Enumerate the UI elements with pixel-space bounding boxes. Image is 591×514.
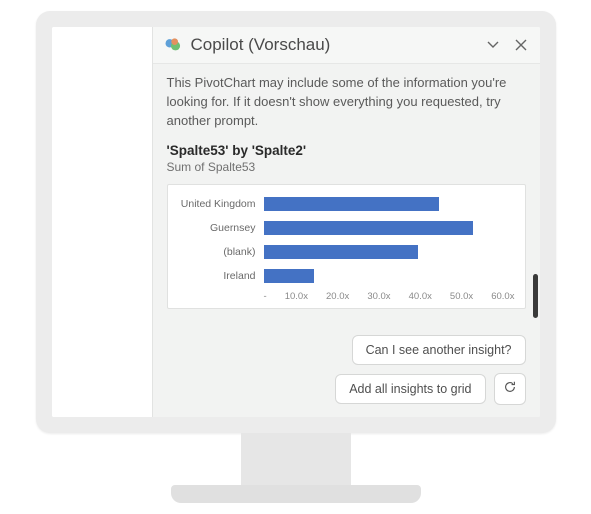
bar-label: Ireland [178, 270, 264, 282]
axis-tick: 30.0x [367, 291, 390, 302]
refresh-button[interactable] [494, 373, 526, 405]
copilot-logo-icon [163, 35, 183, 55]
bar-label: Guernsey [178, 222, 264, 234]
monitor-stand-base [171, 485, 421, 503]
axis-tick: - [264, 291, 267, 302]
bar [264, 197, 440, 211]
screen-bezel: Copilot (Vorschau) This PivotChart may i… [36, 11, 556, 433]
monitor-stand-neck [241, 433, 351, 485]
assistant-message: This PivotChart may include some of the … [167, 74, 526, 131]
chart-row: (blank) [178, 243, 515, 261]
axis-tick: 40.0x [409, 291, 432, 302]
bar-track [264, 269, 515, 283]
axis-tick: 50.0x [450, 291, 473, 302]
axis-ticks: - 10.0x 20.0x 30.0x 40.0x 50.0x 60.0x [264, 291, 515, 302]
chart-axis: - 10.0x 20.0x 30.0x 40.0x 50.0x 60.0x [178, 291, 515, 302]
header-controls [486, 38, 528, 52]
axis-tick: 20.0x [326, 291, 349, 302]
chart-row: Ireland [178, 267, 515, 285]
collapse-icon[interactable] [486, 38, 500, 52]
copilot-panel: Copilot (Vorschau) This PivotChart may i… [152, 27, 540, 417]
chart-title: 'Spalte53' by 'Spalte2' [167, 143, 526, 158]
axis-origin [178, 291, 264, 302]
bar-label: (blank) [178, 246, 264, 258]
panel-body: This PivotChart may include some of the … [153, 64, 540, 327]
close-icon[interactable] [514, 38, 528, 52]
chart-bars: United Kingdom Guernsey (blank) Ireland [178, 195, 515, 285]
bar [264, 221, 473, 235]
chart-row: United Kingdom [178, 195, 515, 213]
refresh-icon [503, 380, 517, 399]
axis-tick: 10.0x [285, 291, 308, 302]
scrollbar-thumb[interactable] [533, 274, 538, 318]
bar-label: United Kingdom [178, 198, 264, 210]
suggestion-pill-add-to-grid[interactable]: Add all insights to grid [335, 374, 485, 404]
chart-subtitle: Sum of Spalte53 [167, 160, 526, 174]
suggestion-pill-another-insight[interactable]: Can I see another insight? [352, 335, 526, 365]
bar-track [264, 197, 515, 211]
bar-track [264, 245, 515, 259]
bar [264, 245, 419, 259]
suggestion-area: Can I see another insight? Add all insig… [153, 327, 540, 417]
axis-tick: 60.0x [491, 291, 514, 302]
pivot-chart: United Kingdom Guernsey (blank) Ireland - 10… [167, 184, 526, 309]
panel-header: Copilot (Vorschau) [153, 27, 540, 64]
app-left-area [52, 27, 152, 417]
screen: Copilot (Vorschau) This PivotChart may i… [52, 27, 540, 417]
chart-row: Guernsey [178, 219, 515, 237]
bar-track [264, 221, 515, 235]
bar [264, 269, 314, 283]
panel-title: Copilot (Vorschau) [191, 35, 486, 55]
monitor-frame: Copilot (Vorschau) This PivotChart may i… [36, 11, 556, 503]
